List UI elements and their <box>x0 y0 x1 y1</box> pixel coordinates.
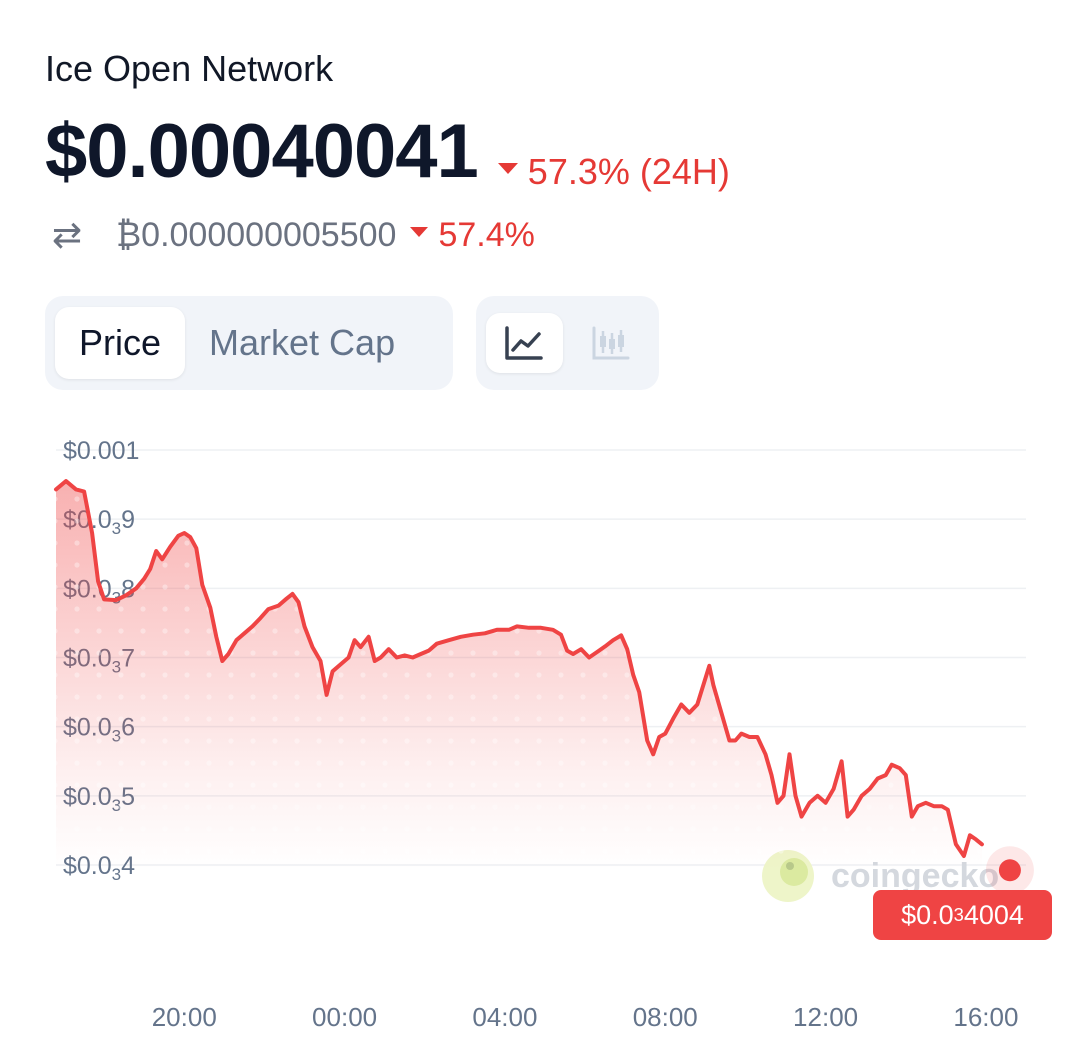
candlestick-chart-button[interactable] <box>573 313 650 373</box>
coin-name: Ice Open Network <box>45 48 334 89</box>
tab-price[interactable]: Price <box>55 307 186 379</box>
last-price-label-prefix: $0.0 <box>901 899 954 930</box>
last-price-label-digits: 4004 <box>963 899 1024 930</box>
x-tick-label: 08:00 <box>633 1002 698 1032</box>
price-line <box>54 479 984 858</box>
line-chart-icon <box>505 326 543 360</box>
x-tick-label: 04:00 <box>472 1002 537 1032</box>
candlestick-chart-icon <box>592 326 630 360</box>
x-axis: 20:00 00:00 04:00 08:00 12:00 16:00 <box>152 1002 1019 1032</box>
last-price-label-zeros: 3 <box>953 904 964 925</box>
tab-market-cap[interactable]: Market Cap <box>209 322 396 363</box>
x-tick-label: 16:00 <box>953 1002 1018 1032</box>
price-area-dots <box>56 481 982 870</box>
last-price-dot <box>998 859 1021 882</box>
btc-price-change-value: 57.4% <box>438 215 535 254</box>
caret-down-icon <box>497 163 518 174</box>
current-price: $0.00040041 <box>45 109 479 194</box>
btc-price-row: ⇄ ₿0.000000005500 57.4% <box>52 214 535 256</box>
price-chart[interactable]: $0.001$0.039$0.038$0.037$0.036$0.035$0.0… <box>0 400 1080 1061</box>
btc-price: ₿0.000000005500 <box>116 215 397 254</box>
price-row: $0.00040041 57.3% (24H) <box>45 108 730 195</box>
metric-tabs: Price Market Cap <box>45 296 453 390</box>
line-chart-button[interactable] <box>486 313 563 373</box>
x-tick-label: 12:00 <box>793 1002 858 1032</box>
price-change-24h: 57.3% (24H) <box>497 150 730 193</box>
caret-down-icon <box>410 227 429 237</box>
swap-arrows-icon[interactable]: ⇄ <box>52 214 83 255</box>
last-price-label: $0.0 3 4004 <box>873 890 1052 940</box>
chart-type-toggle <box>476 296 659 390</box>
x-tick-label: 00:00 <box>312 1002 377 1032</box>
y-tick-label: $0.001 <box>63 437 139 465</box>
price-change-24h-value: 57.3% (24H) <box>527 150 730 192</box>
x-tick-label: 20:00 <box>152 1002 217 1032</box>
btc-price-change: 57.4% <box>410 215 535 255</box>
